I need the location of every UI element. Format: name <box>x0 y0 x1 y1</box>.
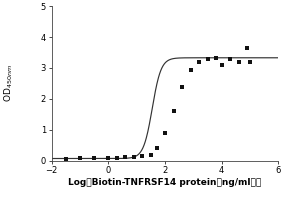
Point <box>163 131 167 135</box>
Point <box>106 156 111 159</box>
Point <box>188 68 193 71</box>
X-axis label: Log（Biotin-TNFRSF14 protein（ng/ml））: Log（Biotin-TNFRSF14 protein（ng/ml）） <box>68 178 262 187</box>
Point <box>248 60 252 63</box>
Point <box>123 156 128 159</box>
Point <box>180 85 184 88</box>
Point <box>205 58 210 61</box>
Point <box>219 63 224 67</box>
Point <box>63 157 68 160</box>
Point <box>245 46 249 49</box>
Text: OD$_{450nm}$: OD$_{450nm}$ <box>2 64 15 102</box>
Point <box>197 61 201 64</box>
Point <box>171 110 176 113</box>
Point <box>140 155 145 158</box>
Point <box>236 61 241 64</box>
Point <box>92 156 96 160</box>
Point <box>149 153 153 156</box>
Point <box>131 155 136 159</box>
Point <box>154 147 159 150</box>
Point <box>214 56 218 60</box>
Point <box>228 57 232 60</box>
Point <box>78 157 82 160</box>
Point <box>115 156 119 159</box>
